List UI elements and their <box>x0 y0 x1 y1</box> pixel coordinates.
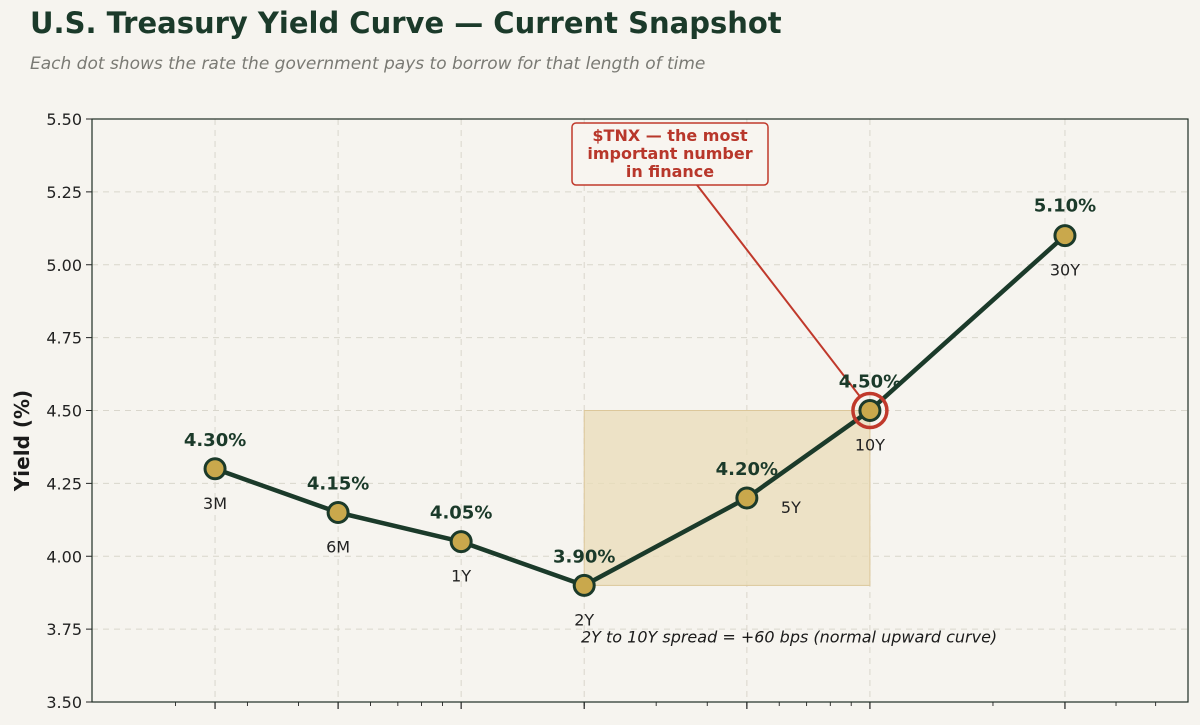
value-label-1y: 4.05% <box>430 503 492 524</box>
tick-label-3m: 3M <box>203 494 227 513</box>
tick-label-6m: 6M <box>326 538 350 557</box>
value-label-30y: 5.10% <box>1034 196 1096 217</box>
tick-label-1y: 1Y <box>451 567 471 586</box>
spread-note: 2Y to 10Y spread = +60 bps (normal upwar… <box>581 627 997 646</box>
points-layer <box>203 224 1077 597</box>
y-tick-label: 4.25 <box>46 474 82 493</box>
highlight-ring-10y <box>851 391 889 430</box>
tick-label-30y: 30Y <box>1050 261 1080 280</box>
value-label-5y: 4.20% <box>716 459 778 480</box>
callout-arrow <box>696 184 861 398</box>
y-tick-label: 5.00 <box>46 256 82 275</box>
point-1y <box>449 530 473 554</box>
spread-highlight-box <box>583 410 871 586</box>
value-label-6m: 4.15% <box>307 474 369 495</box>
y-tick-label: 5.25 <box>46 183 82 202</box>
tick-label-2y: 2Y <box>574 610 594 629</box>
value-label-3m: 4.30% <box>184 430 246 451</box>
y-axis-label: Yield (%) <box>10 390 34 492</box>
value-label-2y: 3.90% <box>553 546 615 567</box>
y-tick-label: 4.50 <box>46 402 82 421</box>
chart-subtitle: Each dot shows the rate the government p… <box>30 54 706 74</box>
point-5y <box>735 486 759 510</box>
plot-frame <box>91 118 1189 703</box>
y-tick-label: 3.75 <box>46 620 82 639</box>
y-tick-label: 4.00 <box>46 547 82 566</box>
callout-line: important number <box>587 144 752 163</box>
callout-line: $TNX — the most <box>592 126 748 145</box>
tick-label-5y: 5Y <box>781 498 801 517</box>
point-30y <box>1053 224 1077 248</box>
callout-box <box>571 122 769 186</box>
point-2y <box>572 573 596 597</box>
callout-line: in finance <box>626 162 714 181</box>
axes-layer: 3.50 3.75 4.00 4.25 4.50 4.75 5.00 5.25 5.50 <box>46 110 1189 712</box>
y-tick-label: 5.50 <box>46 110 82 129</box>
tick-label-10y: 10Y <box>855 436 885 455</box>
value-label-10y: 4.50% <box>839 372 901 393</box>
chart-title: U.S. Treasury Yield Curve — Current Snap… <box>30 6 782 40</box>
point-3m <box>203 457 227 481</box>
point-10y <box>858 399 882 422</box>
y-tick-label: 3.50 <box>46 693 82 712</box>
labels-layer: 4.30% 3M 4.15% 6M 4.05% 1Y 3.90% 2Y 4.20%5Y 4.50%… <box>184 196 1096 630</box>
point-6m <box>326 501 350 525</box>
y-tick-label: 4.75 <box>46 329 82 348</box>
